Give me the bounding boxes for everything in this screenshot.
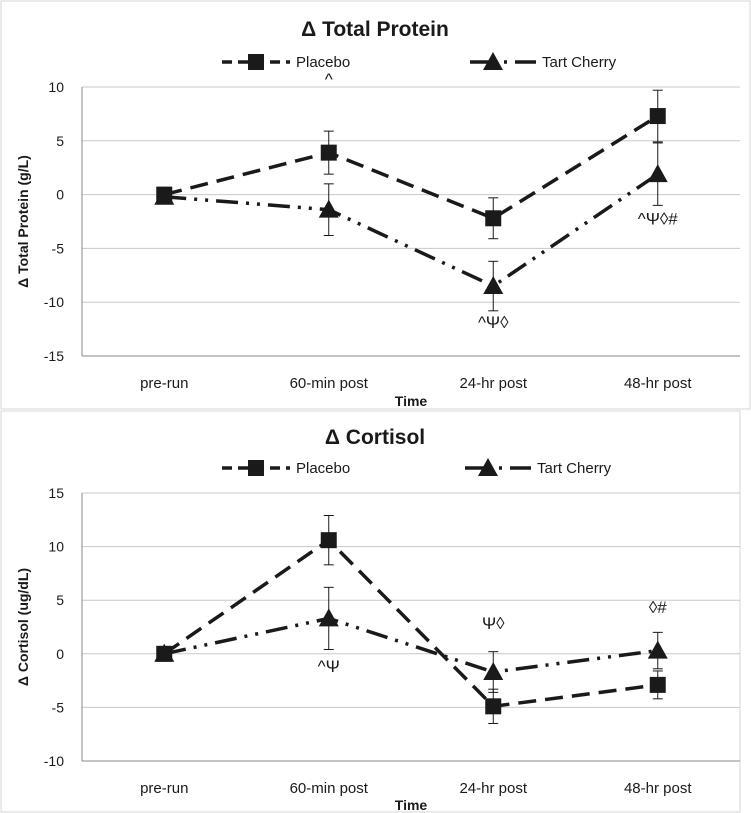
significance-annotation: ◊# (649, 598, 667, 617)
tart-cherry-point (483, 276, 504, 295)
tart-cherry-point (483, 662, 504, 681)
x-tick-label: 24-hr post (459, 780, 527, 797)
legend-tart-cherry-marker (478, 458, 498, 476)
y-tick-label: -10 (44, 753, 64, 769)
x-axis-title: Time (395, 393, 428, 409)
x-tick-label: 60-min post (290, 375, 369, 392)
significance-annotation: ^Ψ (318, 657, 340, 676)
placebo-point (485, 210, 502, 227)
legend-tart-cherry-marker (483, 52, 503, 70)
y-axis-title: Δ Cortisol (ug/dL) (15, 568, 31, 686)
tart-cherry-point (647, 164, 668, 183)
x-tick-label: 60-min post (290, 780, 369, 797)
significance-annotation: ^ (325, 70, 333, 89)
y-tick-label: -5 (52, 240, 65, 256)
chart-frame (0, 0, 751, 410)
chart-title: Δ Total Protein (301, 18, 449, 41)
tart-cherry-line (164, 172, 659, 289)
x-tick-label: pre-run (140, 375, 188, 392)
cortisol-chart: Δ Cortisol 15 10 5 0 -5 -10 pre-run 60-min post 2… (0, 410, 741, 813)
x-tick-label: 48-hr post (624, 780, 692, 797)
y-tick-label: 0 (56, 646, 64, 662)
chart-frame (0, 410, 741, 813)
tart-cherry-series (154, 142, 668, 312)
placebo-point (649, 676, 666, 693)
tart-cherry-point (154, 186, 175, 205)
x-tick-label: 24-hr post (459, 375, 527, 392)
x-tick-label: 48-hr post (624, 375, 692, 392)
y-tick-label: 5 (56, 592, 64, 608)
x-tick-label: pre-run (140, 780, 188, 797)
legend-tart-cherry-label: Tart Cherry (542, 54, 617, 71)
y-axis-title: Δ Total Protein (g/L) (15, 155, 31, 288)
total-protein-chart: Δ Total Protein 10 5 0 -5 -10 -15 pre-run 60-min… (0, 0, 751, 410)
tart-cherry-point (647, 640, 668, 659)
chart-title: Δ Cortisol (325, 426, 425, 449)
placebo-point (320, 532, 337, 549)
tart-cherry-point (318, 199, 339, 218)
y-tick-label: -15 (44, 348, 64, 364)
placebo-point (485, 698, 502, 715)
legend-placebo-label: Placebo (296, 54, 350, 71)
legend-placebo-label: Placebo (296, 460, 350, 477)
placebo-line (163, 537, 658, 709)
placebo-point (649, 108, 666, 125)
legend-tart-cherry-label: Tart Cherry (537, 460, 612, 477)
x-axis-title: Time (395, 797, 428, 813)
y-tick-label: -5 (52, 699, 65, 715)
significance-annotation: ^Ψ◊# (638, 210, 679, 229)
legend-placebo-marker (248, 460, 264, 476)
tart-cherry-series (154, 586, 668, 693)
significance-annotation: ^Ψ◊ (478, 313, 509, 332)
placebo-point (320, 144, 337, 161)
placebo-series (156, 89, 666, 240)
y-tick-label: 0 (56, 187, 64, 203)
tart-cherry-point (318, 608, 339, 627)
tart-cherry-point (154, 643, 175, 662)
y-tick-label: 15 (48, 485, 64, 501)
y-tick-label: 10 (48, 539, 64, 555)
y-tick-label: 5 (56, 133, 64, 149)
y-tick-label: -10 (44, 294, 64, 310)
y-tick-label: 10 (48, 79, 64, 95)
placebo-line (163, 114, 659, 221)
legend-placebo-marker (248, 54, 264, 70)
tart-cherry-line (163, 616, 658, 674)
significance-annotation: Ψ◊ (482, 614, 505, 633)
